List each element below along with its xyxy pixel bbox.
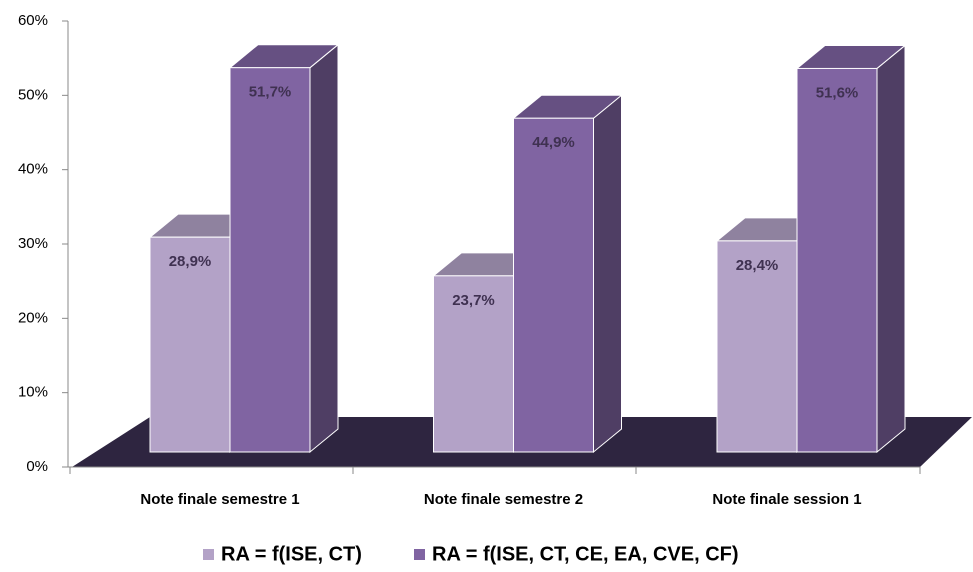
bar — [795, 44, 907, 454]
x-tick-label: Note finale session 1 — [712, 491, 861, 508]
data-label: 23,7% — [452, 292, 495, 309]
bar-front — [796, 67, 878, 453]
bar-front — [716, 240, 798, 453]
data-label: 51,6% — [816, 84, 859, 101]
x-tick-label: Note finale semestre 2 — [424, 491, 583, 508]
bar-side — [876, 44, 906, 454]
y-tick-label: 30% — [18, 235, 48, 252]
y-tick-label: 20% — [18, 309, 48, 326]
bar-side — [593, 94, 622, 454]
bar-side — [309, 43, 339, 454]
legend-swatch — [203, 549, 214, 560]
bar — [228, 43, 340, 454]
data-label: 44,9% — [532, 134, 575, 151]
data-label: 28,9% — [169, 253, 212, 270]
y-tick-label: 40% — [18, 161, 48, 178]
bar-front — [513, 117, 594, 453]
x-tick-label: Note finale semestre 1 — [140, 491, 299, 508]
legend-swatch — [414, 549, 425, 560]
data-label: 28,4% — [736, 257, 779, 274]
bar-front — [149, 236, 231, 453]
data-label: 51,7% — [249, 84, 292, 101]
y-tick-label: 10% — [18, 384, 48, 401]
legend-label: RA = f(ISE, CT) — [221, 543, 362, 565]
legend-label: RA = f(ISE, CT, CE, EA, CVE, CF) — [432, 543, 739, 565]
y-tick-label: 50% — [18, 86, 48, 103]
bar — [512, 94, 623, 454]
bar-front — [229, 67, 311, 453]
y-tick-label: 0% — [26, 458, 48, 475]
bar-front — [433, 275, 514, 453]
y-tick-label: 60% — [18, 12, 48, 29]
